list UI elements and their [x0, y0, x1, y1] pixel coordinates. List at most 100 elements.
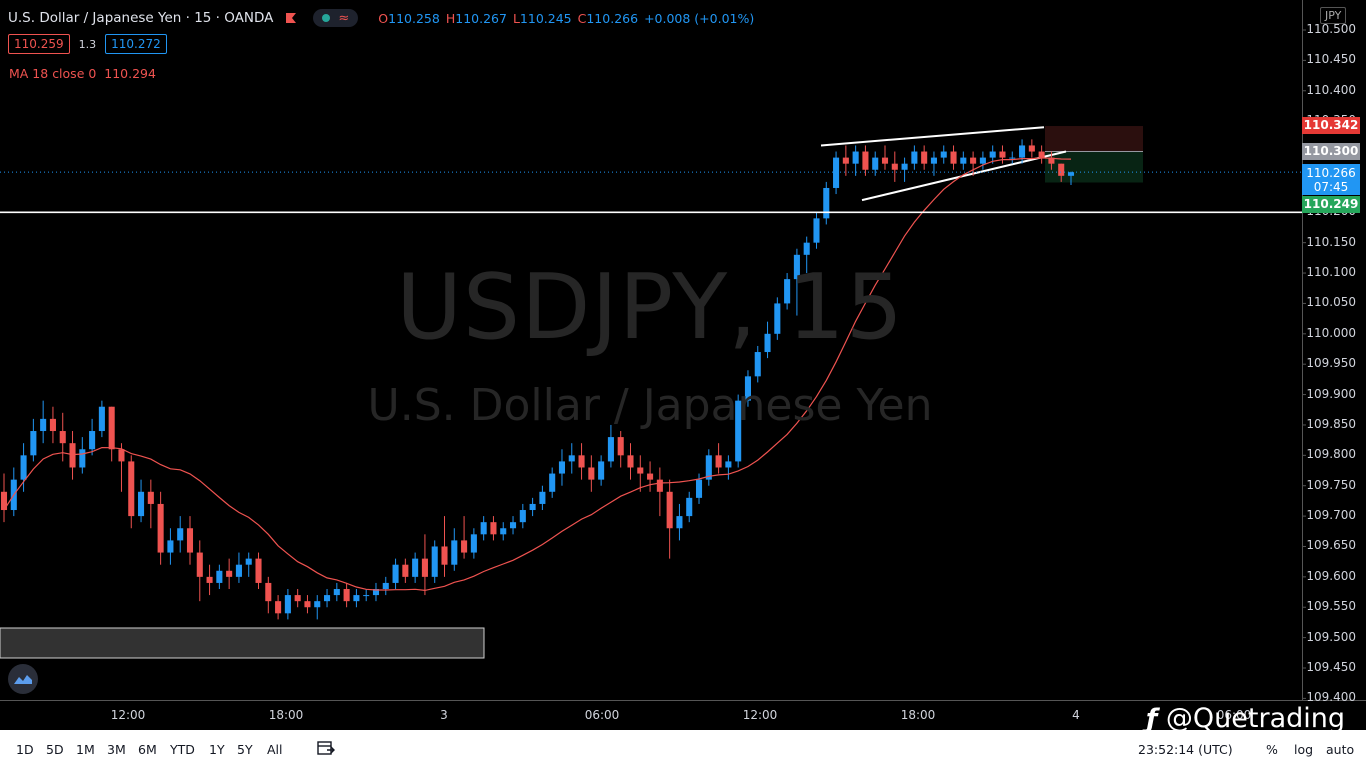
flag-icon[interactable]: [285, 12, 297, 24]
candle-body: [891, 163, 898, 170]
watermark-description: U.S. Dollar / Japanese Yen: [367, 380, 933, 431]
candle-body: [950, 151, 957, 164]
candle-body: [872, 157, 879, 170]
candle-body: [774, 303, 781, 334]
candle-body: [79, 449, 86, 468]
price-tick-label: 110.500: [1306, 22, 1356, 36]
candle-body: [98, 406, 105, 432]
candle-body: [138, 491, 145, 517]
candle-body: [725, 461, 732, 468]
utc-clock[interactable]: 23:52:14 (UTC): [1138, 742, 1233, 757]
price-tick-label: 109.500: [1306, 629, 1356, 644]
candle-body: [333, 589, 340, 596]
candle-body: [529, 503, 536, 511]
auto-toggle[interactable]: auto: [1326, 742, 1355, 757]
candle-body: [1009, 157, 1016, 159]
percent-toggle[interactable]: %: [1266, 742, 1278, 757]
tradingview-logo[interactable]: [8, 664, 38, 694]
buy-button[interactable]: 110.272: [105, 34, 167, 54]
candle-body: [911, 151, 918, 164]
candle-body: [823, 187, 830, 219]
price-tick-label: 109.800: [1306, 447, 1356, 462]
price-tick-label: 109.550: [1306, 599, 1356, 614]
range-6m[interactable]: 6M: [138, 742, 157, 757]
market-open-icon: [322, 14, 331, 22]
candle-body: [598, 461, 605, 480]
candle-body: [666, 491, 673, 529]
bid-ask: 110.259 1.3 110.272: [8, 34, 167, 54]
candle-body: [235, 564, 242, 577]
candle-body: [960, 157, 967, 164]
symbol-title[interactable]: U.S. Dollar / Japanese Yen · 15 · OANDA: [8, 10, 274, 26]
candle-body: [343, 589, 350, 602]
candle-body: [705, 455, 712, 480]
price-tick-label: 110.450: [1306, 52, 1356, 67]
candle-body: [735, 400, 742, 462]
price-tick-label: 109.750: [1306, 477, 1356, 492]
candle-body: [744, 376, 751, 401]
candle-body: [314, 601, 321, 608]
candle-body: [226, 570, 233, 577]
candle-body: [20, 455, 27, 480]
candle-body: [412, 558, 419, 577]
candle-body: [431, 546, 438, 577]
candle-body: [715, 455, 722, 468]
watermark-credit: ƒ @Quetrading: [1146, 703, 1346, 734]
range-1m[interactable]: 1M: [76, 742, 95, 757]
moving-average: [3, 157, 1072, 592]
ma-legend[interactable]: MA 18 close 0 110.294: [9, 66, 156, 81]
bar-countdown: 07:45: [1313, 180, 1349, 194]
range-1y[interactable]: 1Y: [209, 742, 225, 757]
price-tick-label: 109.950: [1306, 356, 1356, 371]
candle-body: [470, 534, 477, 553]
last-price-tag: 110.266 07:45: [1302, 164, 1360, 195]
candle-body: [549, 473, 556, 492]
goto-date-icon[interactable]: [317, 740, 335, 759]
price-tick-label: 110.150: [1306, 234, 1356, 249]
candle-body: [284, 595, 291, 614]
candle-body: [275, 601, 282, 614]
range-5y[interactable]: 5Y: [237, 742, 253, 757]
range-ytd[interactable]: YTD: [170, 742, 195, 757]
sell-button[interactable]: 110.259: [8, 34, 70, 54]
candle-body: [940, 151, 947, 158]
candle-body: [59, 431, 66, 444]
currency-badge[interactable]: JPY: [1320, 7, 1347, 24]
candle-body: [255, 558, 262, 583]
candle-body: [128, 461, 135, 517]
candle-body: [49, 418, 56, 432]
candle-body: [989, 151, 996, 158]
market-status-pill[interactable]: ≈: [313, 9, 359, 27]
candle-body: [392, 564, 399, 583]
range-3m[interactable]: 3M: [107, 742, 126, 757]
candle-body: [637, 467, 644, 474]
candle-body: [0, 491, 8, 511]
ma-price-tag: 110.300: [1302, 143, 1360, 160]
price-tick-label: 109.400: [1306, 690, 1356, 705]
candle-body: [695, 479, 703, 498]
time-tick-label: 18:00: [268, 708, 304, 722]
candle-body: [177, 528, 184, 541]
candle-body: [588, 467, 595, 480]
range-1d[interactable]: 1D: [16, 742, 34, 757]
candle-body: [509, 522, 517, 529]
candle-body: [921, 151, 928, 164]
price-tick-label: 110.400: [1306, 82, 1356, 97]
candle-body: [519, 510, 526, 523]
candle-body: [363, 595, 370, 597]
wedge-upper-line: [820, 126, 1045, 147]
candle-body: [216, 570, 223, 583]
candle-body: [539, 491, 546, 504]
data-delay-icon: ≈: [338, 10, 350, 26]
candle-body: [970, 157, 977, 164]
log-toggle[interactable]: log: [1294, 742, 1314, 757]
candle-body: [803, 242, 810, 255]
range-all[interactable]: All: [267, 742, 283, 757]
range-5d[interactable]: 5D: [46, 742, 64, 757]
time-tick-label: 06:00: [1216, 708, 1252, 722]
candle-body: [647, 473, 654, 480]
time-tick-label: 4: [1072, 708, 1080, 722]
candle-body: [793, 254, 800, 280]
position-tool: [1045, 126, 1143, 183]
